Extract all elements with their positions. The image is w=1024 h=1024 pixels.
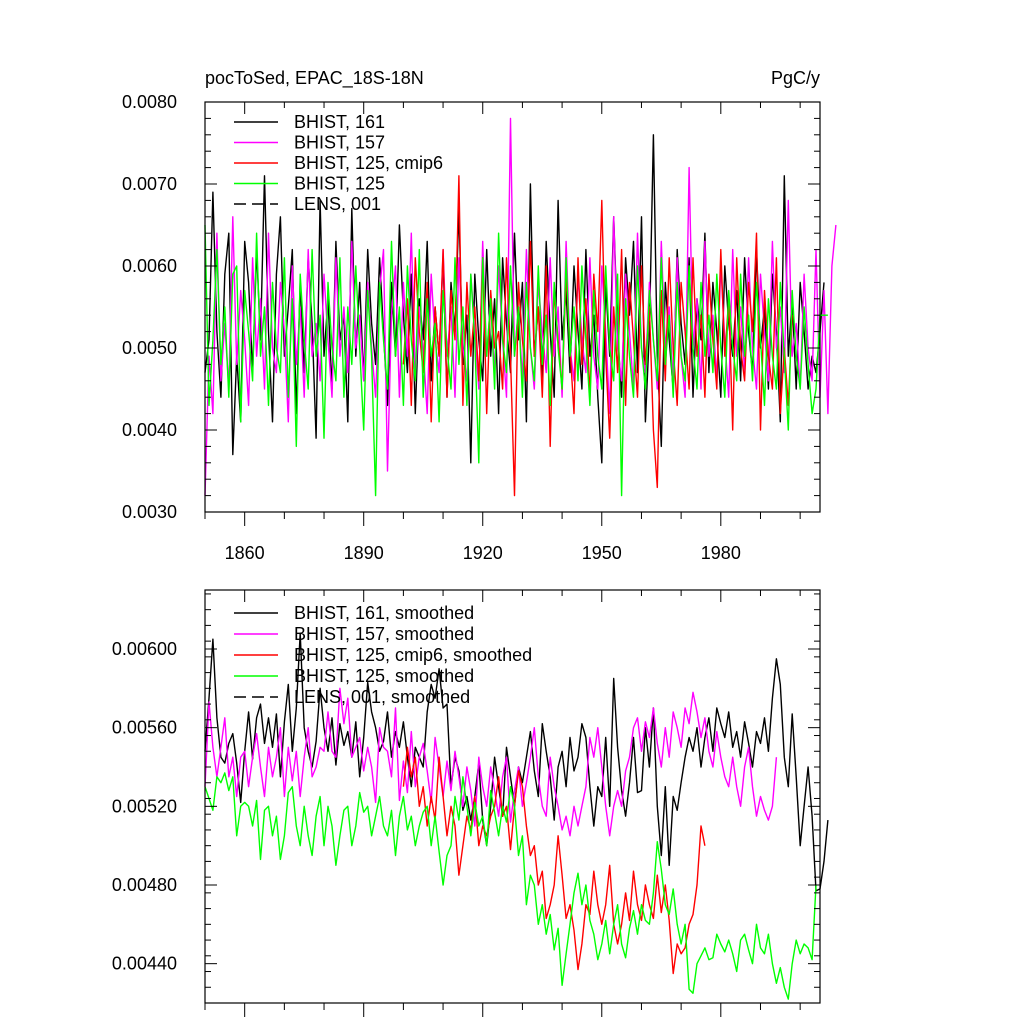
legend-label-bhist-157-smoothed: BHIST, 157, smoothed bbox=[294, 624, 474, 644]
legend-label-bhist-157: BHIST, 157 bbox=[294, 133, 385, 153]
y-tick-label: 0.0060 bbox=[122, 256, 177, 276]
x-tick-label: 1980 bbox=[701, 543, 741, 563]
bottom-panel-axes: 0.00440 0.00480 0.00520 0.00560 0.00600 bbox=[112, 589, 821, 1017]
x-tick-label: 1890 bbox=[344, 543, 384, 563]
y-tick-label: 0.00600 bbox=[112, 639, 177, 659]
y-tick-label: 0.0050 bbox=[122, 338, 177, 358]
legend-label-bhist-125-cmip6-smoothed: BHIST, 125, cmip6, smoothed bbox=[294, 645, 532, 665]
plot-frame bbox=[204, 589, 821, 1004]
top-panel-units: PgC/y bbox=[771, 68, 820, 88]
y-tick-label: 0.0080 bbox=[122, 92, 177, 112]
top-panel-axes: 0.0030 0.0040 0.0050 0.0060 0.0070 0.0080 1860… bbox=[122, 92, 821, 563]
top-panel-title: pocToSed, EPAC_18S-18N bbox=[205, 68, 424, 89]
x-tick-label: 1950 bbox=[582, 543, 622, 563]
legend-label-lens-001-smoothed: LENS, 001, smoothed bbox=[294, 687, 470, 707]
series-line-bhist-125 bbox=[204, 224, 828, 497]
legend-label-bhist-125-smoothed: BHIST, 125, smoothed bbox=[294, 666, 474, 686]
top-panel-series bbox=[204, 117, 837, 497]
legend-label-lens-001: LENS, 001 bbox=[294, 194, 381, 214]
y-tick-label: 0.00480 bbox=[112, 875, 177, 895]
x-tick-label: 1920 bbox=[463, 543, 503, 563]
legend-label-bhist-161-smoothed: BHIST, 161, smoothed bbox=[294, 603, 474, 623]
y-tick-label: 0.00520 bbox=[112, 796, 177, 816]
bottom-panel-series bbox=[204, 632, 829, 1000]
y-tick-label: 0.0040 bbox=[122, 420, 177, 440]
series-line-bhist-125-smoothed bbox=[204, 772, 817, 1000]
series-line-bhist-157-smoothed bbox=[204, 687, 778, 837]
x-tick-label: 1860 bbox=[225, 543, 265, 563]
y-tick-label: 0.00440 bbox=[112, 954, 177, 974]
legend-label-bhist-161: BHIST, 161 bbox=[294, 112, 385, 132]
plot-frame bbox=[204, 101, 821, 513]
bottom-panel: 0.00440 0.00480 0.00520 0.00560 0.00600 BHIS… bbox=[112, 589, 829, 1017]
y-tick-label: 0.0070 bbox=[122, 174, 177, 194]
y-tick-label: 0.00560 bbox=[112, 718, 177, 738]
legend-label-bhist-125: BHIST, 125 bbox=[294, 174, 385, 194]
top-panel: pocToSed, EPAC_18S-18N PgC/y 0.0030 0.004… bbox=[122, 68, 837, 563]
y-tick-label: 0.0030 bbox=[122, 502, 177, 522]
legend-label-bhist-125-cmip6: BHIST, 125, cmip6 bbox=[294, 153, 443, 173]
